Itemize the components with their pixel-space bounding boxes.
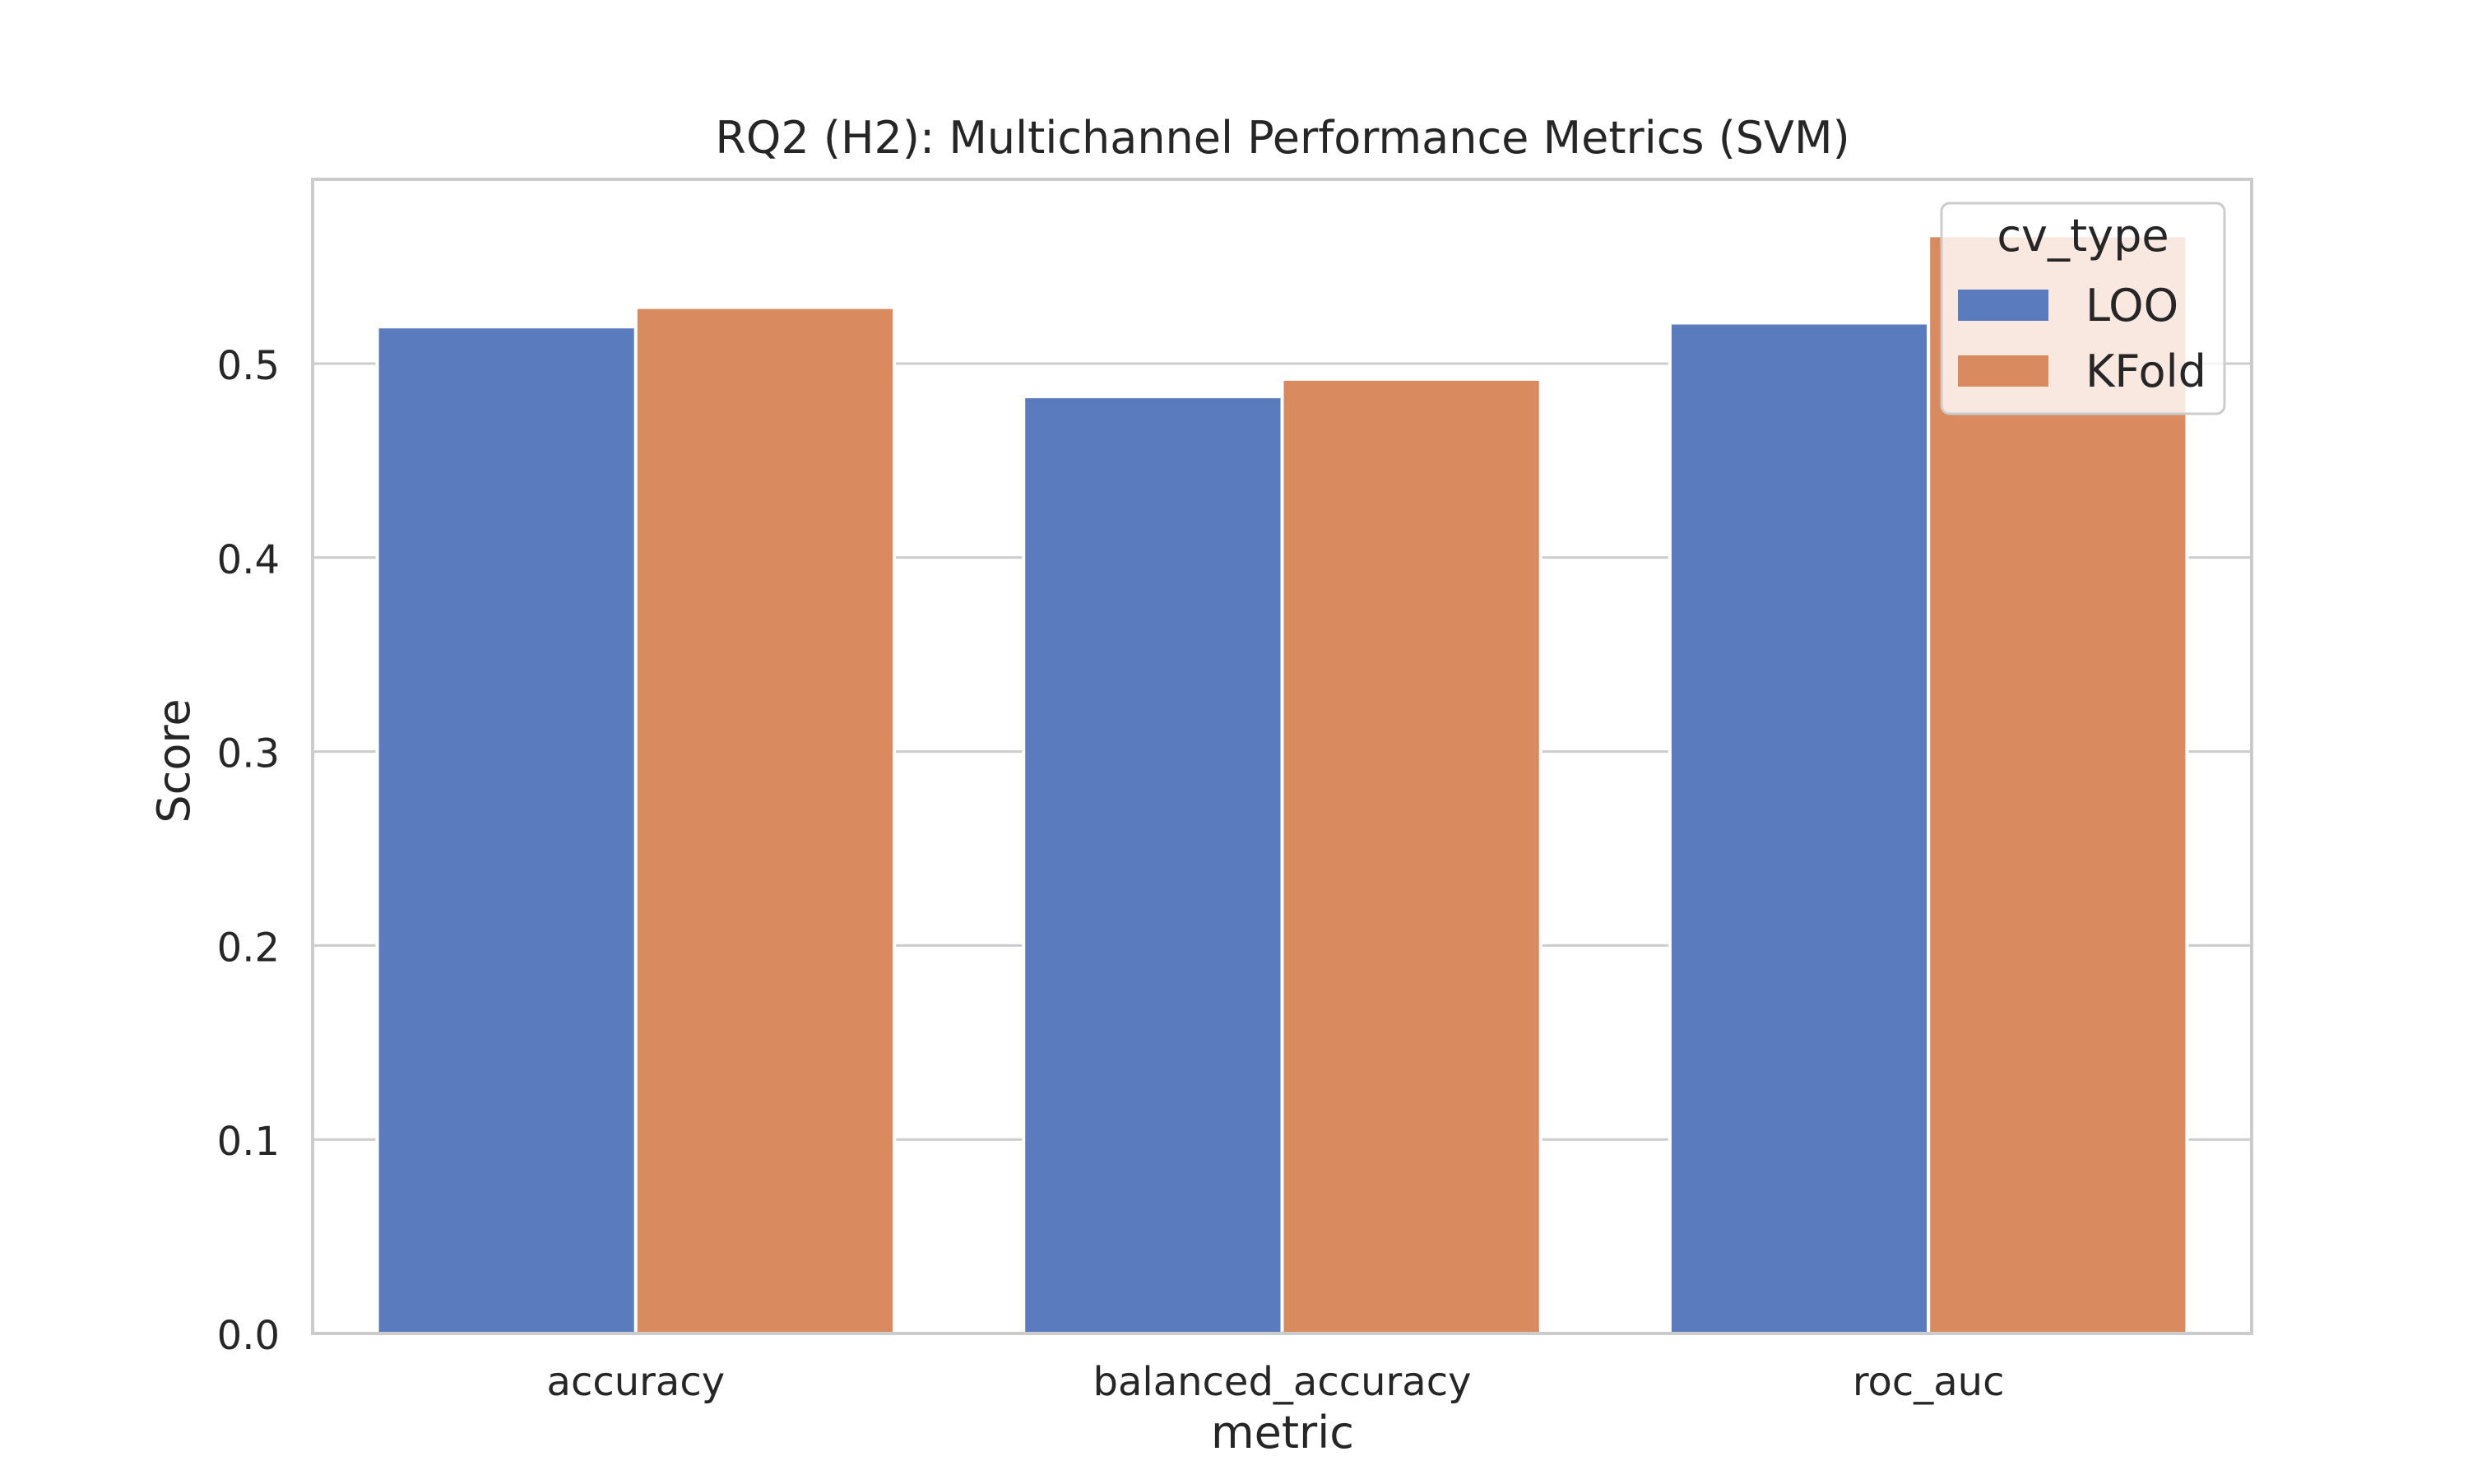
y-tick-labels: 0.0 0.1 0.2 0.3 0.4 0.5 <box>217 343 280 1359</box>
bar-kfold-balanced-accuracy <box>1280 377 1542 1335</box>
x-tick-label: balanced_accuracy <box>1093 1359 1471 1405</box>
y-tick-label: 0.4 <box>217 537 280 583</box>
legend-swatch-kfold <box>1958 355 2048 387</box>
y-tick-label: 0.2 <box>217 925 280 971</box>
legend: cv_type LOO KFold <box>1940 202 2226 415</box>
bar-kfold-accuracy <box>633 305 897 1336</box>
plot-frame <box>311 178 2253 1335</box>
legend-label-kfold: KFold <box>2085 345 2206 397</box>
y-axis-label: Score <box>148 698 200 823</box>
y-tick-label: 0.5 <box>217 343 280 389</box>
x-axis-label: metric <box>1211 1407 1354 1458</box>
y-tick-label: 0.1 <box>217 1119 280 1165</box>
legend-title: cv_type <box>1997 210 2169 262</box>
bar-loo-balanced-accuracy <box>1022 395 1284 1335</box>
bar-loo-accuracy <box>375 325 638 1336</box>
x-tick-label: roc_auc <box>1853 1359 2005 1405</box>
bars <box>375 234 2189 1336</box>
legend-swatch-loo <box>1958 290 2048 321</box>
plot-frame-border <box>311 178 2253 1335</box>
y-tick-label: 0.0 <box>217 1313 280 1359</box>
x-tick-labels: accuracy balanced_accuracy roc_auc <box>547 1359 2005 1405</box>
y-tick-label: 0.3 <box>217 731 280 777</box>
chart-title: RQ2 (H2): Multichannel Performance Metri… <box>715 112 1849 164</box>
legend-label-loo: LOO <box>2085 280 2178 332</box>
x-tick-label: accuracy <box>547 1359 726 1405</box>
bar-loo-roc-auc <box>1668 321 1931 1336</box>
